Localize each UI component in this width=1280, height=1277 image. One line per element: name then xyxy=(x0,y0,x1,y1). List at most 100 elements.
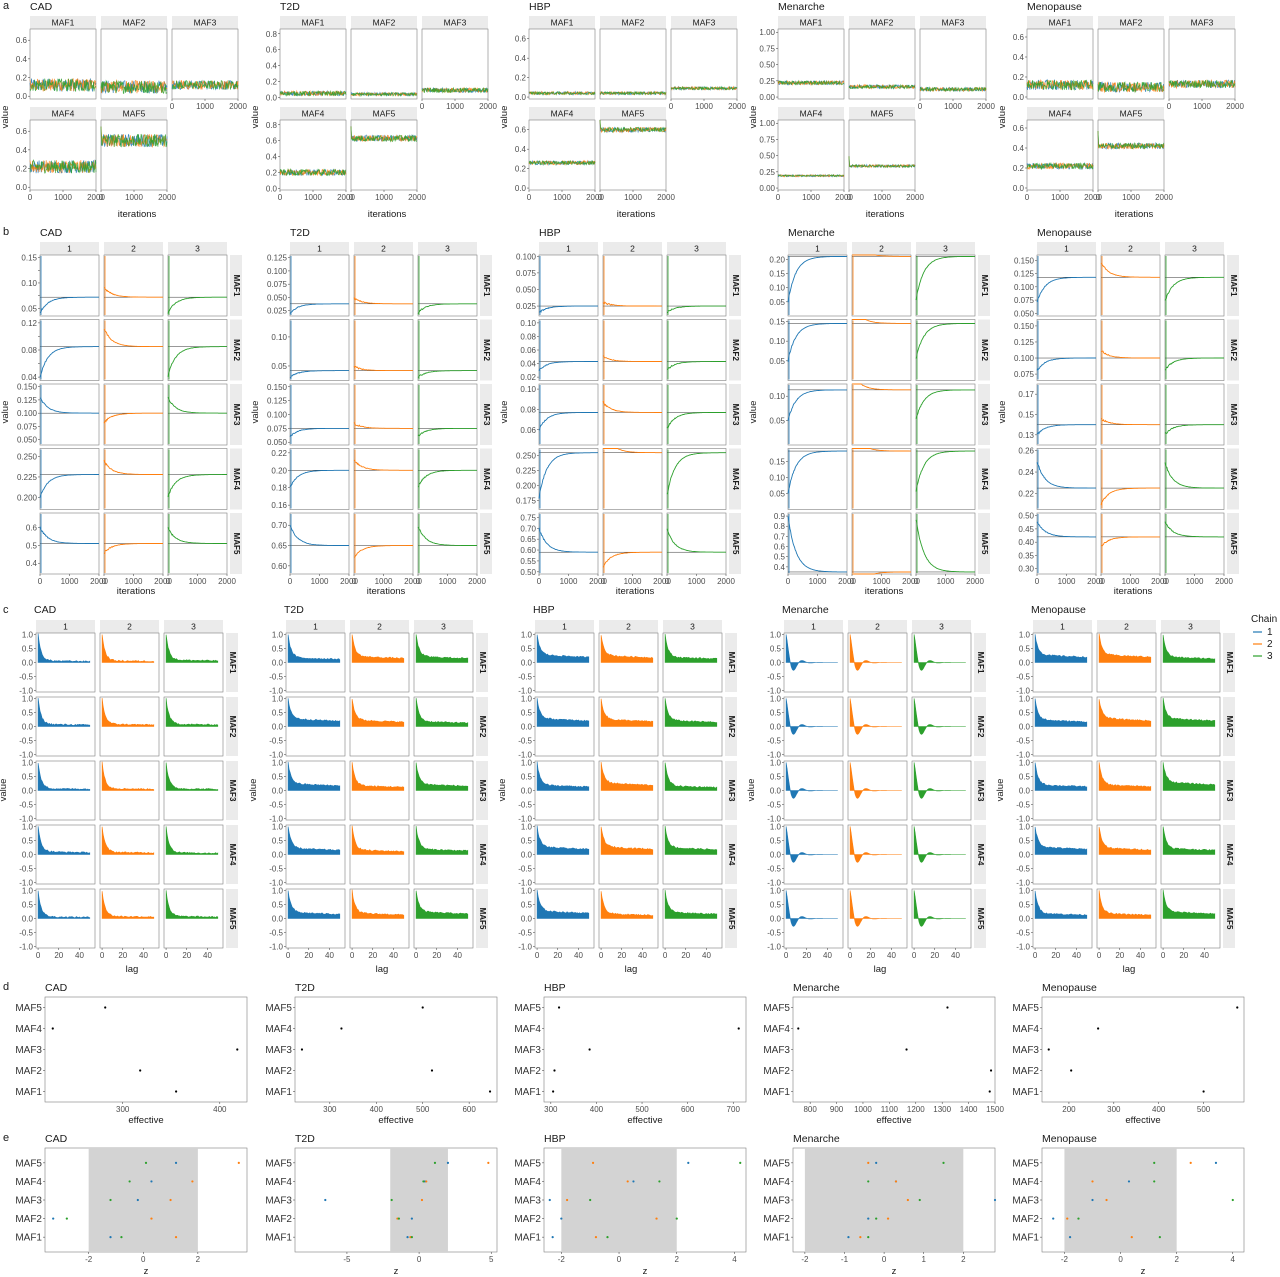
y-tick-label: 0.075 xyxy=(267,424,288,433)
acf-chain-2 xyxy=(600,698,654,727)
x-axis-label: iterations xyxy=(1114,586,1153,597)
plot-panel xyxy=(777,28,845,100)
y-tick-label: 0.70 xyxy=(520,524,536,533)
x-axis-label: effective xyxy=(876,1115,911,1126)
trait-title: CAD xyxy=(45,1133,68,1145)
plot-panel xyxy=(787,512,848,575)
x-tick-label: 900 xyxy=(830,1105,844,1114)
x-tick-label: 0 xyxy=(537,577,542,586)
plot-panel xyxy=(602,512,663,575)
facet-label: 1 xyxy=(562,622,567,632)
trace-chain-2 xyxy=(171,79,239,91)
facet-strip xyxy=(476,761,488,820)
y-tick-label: 1.0 xyxy=(272,694,284,703)
y-tick-label: 0.0 xyxy=(22,915,34,924)
y-tick-label: 0.100 xyxy=(267,267,288,276)
y-tick-label: -0.5 xyxy=(19,929,33,938)
facet-strip xyxy=(974,761,986,820)
x-tick-label: 20 xyxy=(1115,951,1124,960)
running-mean-chain-2 xyxy=(353,459,413,471)
acf-chain-1 xyxy=(785,698,838,735)
running-mean-chain-1 xyxy=(787,389,847,421)
acf-chain-1 xyxy=(287,698,341,727)
trace-chain-3 xyxy=(171,79,239,91)
x-axis-label: effective xyxy=(378,1115,413,1126)
facet-label: MAF4 xyxy=(551,109,574,119)
y-tick-label: 0.15 xyxy=(769,269,785,278)
z-point-chain-1 xyxy=(150,1180,153,1183)
y-tick-label: 0.0 xyxy=(770,787,782,796)
y-tick-label: 1.0 xyxy=(1019,630,1031,639)
facet-strip xyxy=(667,242,726,255)
category-label: MAF1 xyxy=(514,1233,541,1244)
z-point-chain-2 xyxy=(1091,1180,1094,1183)
y-tick-label: 0.10 xyxy=(769,473,785,482)
acf-chain-3 xyxy=(415,762,469,791)
x-tick-label: 2000 xyxy=(966,577,984,586)
running-mean-chain-2 xyxy=(353,545,413,558)
x-tick-label: 2 xyxy=(196,1255,201,1264)
y-tick-label: 0.250 xyxy=(17,453,38,462)
x-tick-label: 1000 xyxy=(873,193,891,202)
x-tick-label: 2000 xyxy=(653,577,671,586)
facet-strip xyxy=(671,16,737,29)
facet-label: MAF3 xyxy=(478,780,487,802)
facet-label: MAF3 xyxy=(980,404,989,426)
facet-label: MAF5 xyxy=(482,533,491,555)
facet-label: 3 xyxy=(939,622,944,632)
z-point-chain-3 xyxy=(65,1217,68,1220)
y-tick-label: 0.125 xyxy=(1014,270,1035,279)
trait-title: CAD xyxy=(40,227,63,239)
running-mean-chain-1 xyxy=(289,469,349,488)
y-tick-label: 0.0 xyxy=(521,915,533,924)
facet-strip xyxy=(226,889,238,948)
plot-panel xyxy=(1168,28,1236,100)
y-tick-label: 0.08 xyxy=(21,346,37,355)
facet-label: 1 xyxy=(566,244,571,254)
plot-panel xyxy=(167,319,228,381)
x-tick-label: -1 xyxy=(841,1255,849,1264)
x-tick-label: 0 xyxy=(1025,193,1030,202)
y-tick-label: 0.08 xyxy=(520,405,536,414)
facet-label: MAF1 xyxy=(800,18,823,28)
plot-panel xyxy=(100,119,168,191)
acf-chain-1 xyxy=(785,762,838,799)
acf-chain-3 xyxy=(1162,889,1216,919)
plot-panel xyxy=(1036,512,1097,575)
acf-chain-1 xyxy=(37,697,91,727)
y-tick-label: 1.0 xyxy=(22,630,34,639)
y-tick-label: -1.0 xyxy=(767,943,781,952)
plot-panel xyxy=(417,254,478,317)
running-mean-chain-2 xyxy=(852,448,911,452)
plot-panel xyxy=(279,119,347,191)
panel-d-cad: CAD MAF1 MAF2 MAF3 MAF4 MAF5 300 400 effective xyxy=(15,982,248,1126)
y-tick-label: 0.15 xyxy=(769,317,785,326)
y-tick-label: 0.0 xyxy=(22,659,34,668)
x-tick-label: 20 xyxy=(681,951,690,960)
y-tick-label: 0.0 xyxy=(272,851,284,860)
x-tick-label: 2000 xyxy=(90,577,108,586)
acf-chain-3 xyxy=(913,634,966,671)
running-mean-chain-2 xyxy=(852,571,911,575)
facet-strip xyxy=(226,633,238,692)
panel-letter-c: c xyxy=(3,604,9,616)
z-point-chain-2 xyxy=(237,1161,240,1164)
plot-panel xyxy=(289,254,350,317)
y-tick-label: 0.100 xyxy=(1014,283,1035,292)
plot-panel xyxy=(1100,319,1161,381)
y-tick-label: 0.5 xyxy=(1019,772,1031,781)
y-tick-label: 0.0 xyxy=(770,659,782,668)
y-tick-label: -1.0 xyxy=(767,687,781,696)
y-axis-label: value xyxy=(499,401,510,424)
facet-label: MAF3 xyxy=(482,404,491,426)
facet-strip xyxy=(1223,889,1235,948)
facet-strip xyxy=(1165,242,1224,255)
z-point-chain-2 xyxy=(626,1180,629,1183)
facet-label: MAF2 xyxy=(622,18,645,28)
plot-panel xyxy=(915,319,976,381)
facet-strip xyxy=(1227,255,1239,316)
plot-panel xyxy=(1097,119,1165,191)
plot-panel xyxy=(538,512,599,575)
x-tick-label: 0 xyxy=(278,193,283,202)
y-tick-label: -1.0 xyxy=(269,815,283,824)
